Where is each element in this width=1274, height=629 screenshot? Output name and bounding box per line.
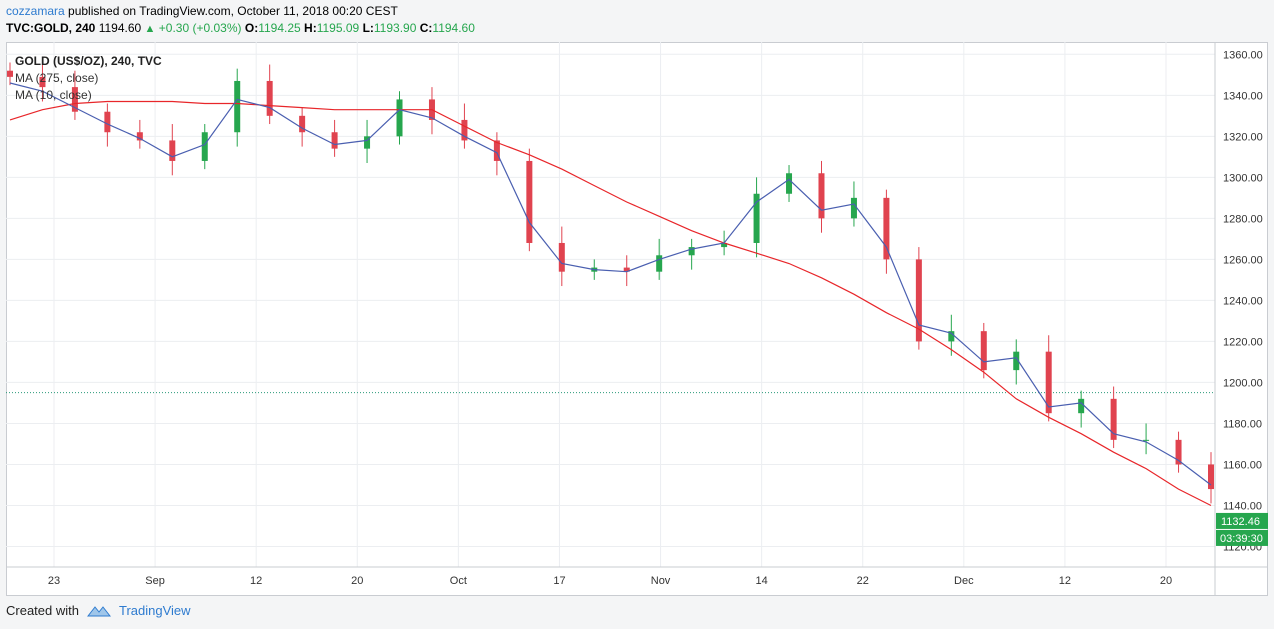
candle-body <box>493 140 500 161</box>
chart-frame <box>6 42 1268 596</box>
y-tick-label: 1140.00 <box>1223 500 1262 512</box>
candle-body <box>1013 351 1020 371</box>
candle-body <box>688 247 695 256</box>
x-tick-label: Oct <box>450 575 467 587</box>
candle-body <box>1143 439 1150 441</box>
candle-body <box>883 197 890 260</box>
candle-body <box>948 331 955 342</box>
x-tick-label: Dec <box>954 575 974 587</box>
candle-body <box>1175 439 1182 465</box>
created-with-text: Created with <box>6 603 79 618</box>
y-tick-label: 1220.00 <box>1223 336 1263 348</box>
publish-info: cozzamara published on TradingView.com, … <box>6 4 398 18</box>
x-tick-label: 23 <box>48 575 60 587</box>
candles <box>7 62 1214 504</box>
candle-body <box>915 259 922 342</box>
candle-body <box>331 132 338 149</box>
candle-body <box>7 70 13 77</box>
candle-body <box>136 132 143 141</box>
ohlc-header: TVC:GOLD, 240 1194.60 ▲ +0.30 (+0.03%) O… <box>6 21 475 35</box>
footer: Created with TradingView <box>6 603 191 618</box>
legend-ma275[interactable]: MA (275, close) <box>15 71 99 85</box>
y-tick-label: 1360.00 <box>1223 49 1263 61</box>
candle-body <box>201 132 208 161</box>
high-label: H: <box>304 21 317 35</box>
x-tick-label: 20 <box>1160 575 1172 587</box>
candle-body <box>234 80 241 133</box>
last-price-tag <box>1216 512 1268 529</box>
candle-body <box>1208 464 1214 490</box>
x-tick-label: Sep <box>145 575 165 587</box>
close-value: 1194.60 <box>432 21 475 35</box>
open-label: O: <box>244 21 259 35</box>
candle-body <box>39 76 46 88</box>
price-chart[interactable]: 23 Sep 12 20 Oct 17 Nov 14 22 Dec 12 201120.001140.… <box>6 42 1268 596</box>
tradingview-link[interactable]: TradingView <box>118 603 191 618</box>
published-text: published on TradingView.com, October 11… <box>68 4 398 18</box>
candle-body <box>396 99 403 137</box>
candle-body <box>1110 398 1117 440</box>
legend-title: GOLD (US$/OZ), 240, TVC <box>15 54 162 68</box>
x-tick-label: 14 <box>756 575 768 587</box>
x-tick-label: 22 <box>857 575 869 587</box>
candle-body <box>656 255 663 272</box>
candle-body <box>104 111 111 133</box>
candle-body <box>169 140 176 161</box>
x-tick-label: Nov <box>651 575 671 587</box>
candle-body <box>266 80 273 116</box>
candle-body <box>1045 351 1052 414</box>
candle-body <box>623 267 630 272</box>
candle-body <box>850 197 857 219</box>
ma275-line <box>9 100 1212 507</box>
x-tick-label: 12 <box>1059 575 1071 587</box>
moving-averages <box>9 82 1212 507</box>
price-change: +0.30 (+0.03%) <box>158 21 242 35</box>
x-tick-label: 17 <box>553 575 565 587</box>
y-tick-label: 1180.00 <box>1223 418 1262 430</box>
countdown-tag-label: 03:39:30 <box>1220 533 1263 545</box>
y-tick-label: 1320.00 <box>1223 131 1263 143</box>
low-value: 1193.90 <box>373 21 417 35</box>
candle-body <box>818 173 825 219</box>
close-label: C: <box>419 21 433 35</box>
y-tick-label: 1300.00 <box>1223 172 1263 184</box>
legend-ma10[interactable]: MA (10, close) <box>15 88 92 102</box>
symbol-label: TVC:GOLD, 240 <box>6 21 96 35</box>
candle-body <box>461 119 468 141</box>
candle-body <box>980 331 987 371</box>
y-tick-label: 1280.00 <box>1223 213 1263 225</box>
tradingview-logo-icon <box>86 605 111 616</box>
candle-body <box>721 242 728 248</box>
y-tick-label: 1240.00 <box>1223 295 1263 307</box>
countdown-tag <box>1216 529 1268 546</box>
candle-body <box>1078 398 1085 414</box>
y-tick-label: 1200.00 <box>1223 377 1263 389</box>
chart-legend: GOLD (US$/OZ), 240, TVC MA (275, close) … <box>15 53 162 104</box>
axes: 23 Sep 12 20 Oct 17 Nov 14 22 Dec 12 201120.001140.… <box>6 42 1268 596</box>
x-tick-label: 20 <box>351 575 363 587</box>
candle-body <box>558 242 565 272</box>
candle-body <box>526 160 533 243</box>
candle-body <box>364 136 371 149</box>
candle-body <box>299 115 306 133</box>
y-tick-label: 1260.00 <box>1223 254 1263 266</box>
grid <box>6 42 1215 567</box>
last-price: 1194.60 <box>98 21 142 35</box>
y-tick-label: 1160.00 <box>1223 459 1262 471</box>
y-tick-label: 1340.00 <box>1223 90 1263 102</box>
open-value: 1194.25 <box>258 21 301 35</box>
author-link[interactable]: cozzamara <box>6 4 65 18</box>
candle-body <box>786 173 793 194</box>
last-price-tag-label: 1132.46 <box>1221 516 1260 528</box>
candle-body <box>753 193 760 243</box>
candle-body <box>71 87 78 112</box>
x-tick-label: 12 <box>250 575 262 587</box>
high-value: 1195.09 <box>316 21 360 35</box>
ma10-line <box>9 82 1212 486</box>
low-label: L: <box>362 21 374 35</box>
up-arrow-icon: ▲ <box>144 23 156 35</box>
